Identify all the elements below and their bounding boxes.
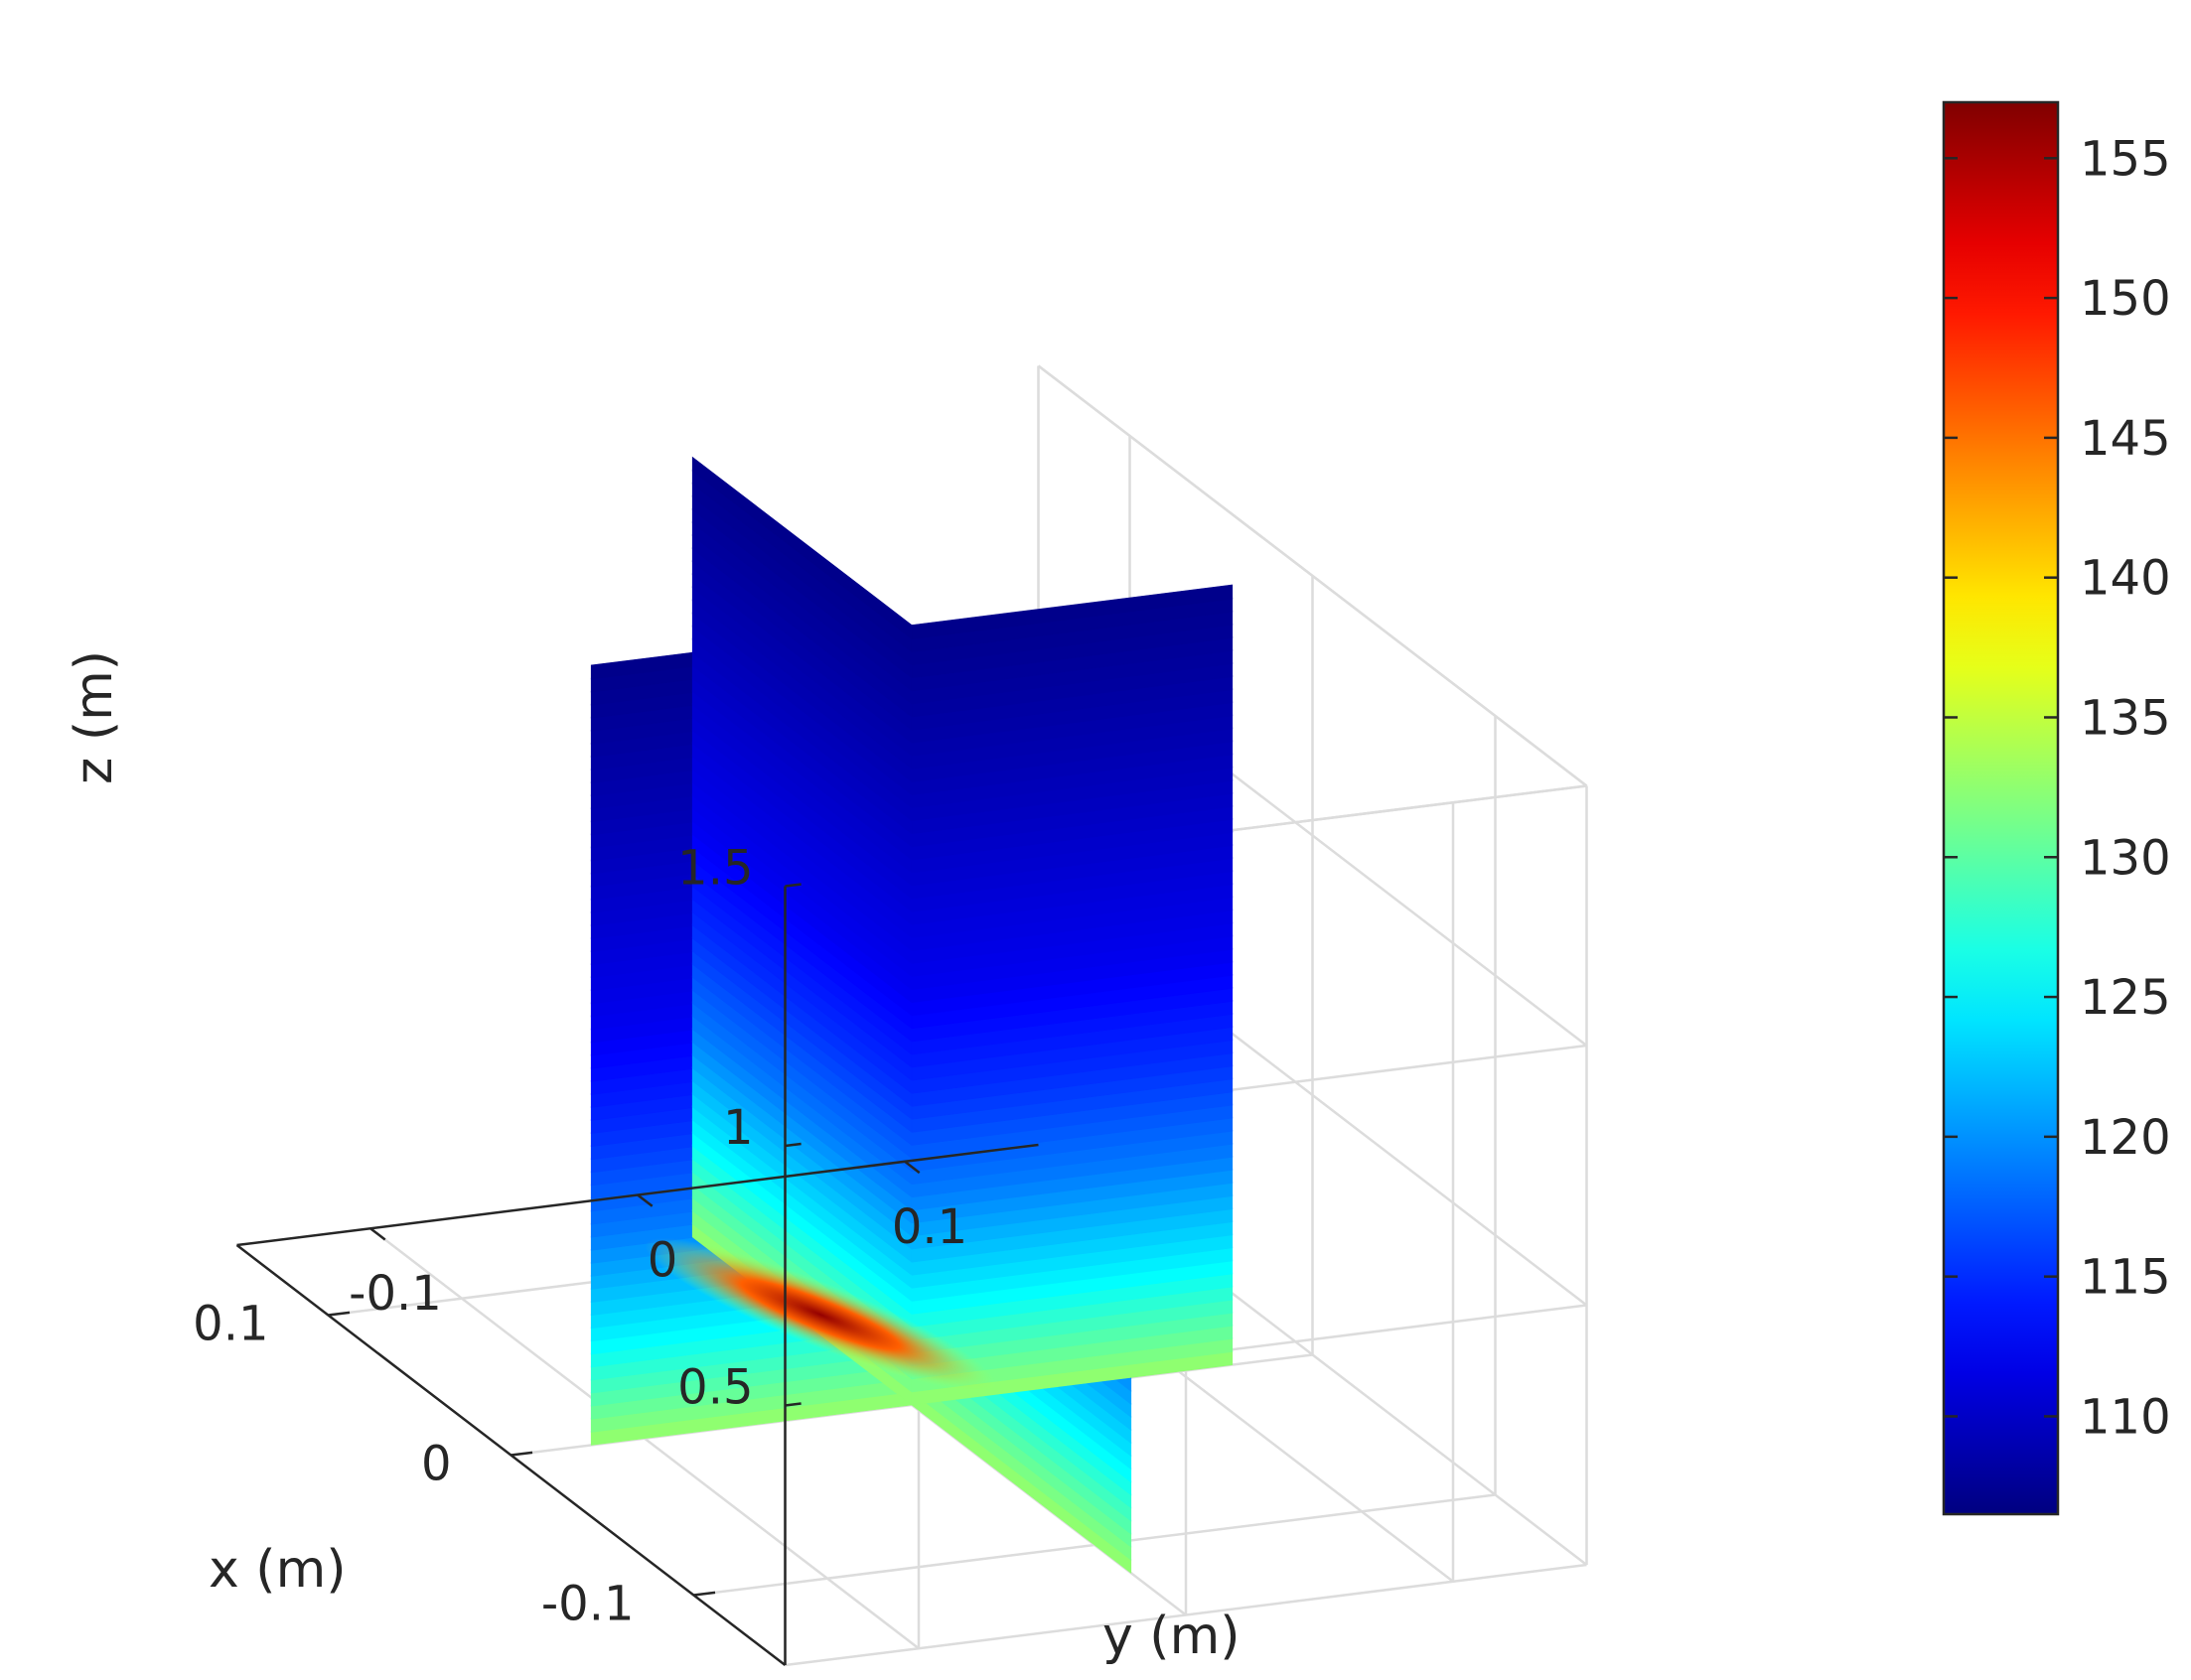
slice-x0-front-half (911, 584, 1234, 1406)
y-tick-label: 0.1 (892, 1199, 967, 1255)
x-tick-label: 0 (421, 1437, 452, 1492)
y-tick (369, 1227, 386, 1241)
colorbar-tick-label: 115 (2080, 1250, 2171, 1306)
y-tick (904, 1160, 921, 1175)
z-tick (785, 883, 802, 888)
x-tick (328, 1311, 351, 1317)
colorbar-tick-label: 155 (2080, 131, 2171, 187)
y-tick (637, 1193, 654, 1207)
y-tick-label: 0 (648, 1233, 678, 1289)
colorbar-tick-label: 135 (2080, 690, 2171, 746)
z-tick-label: 1 (723, 1100, 754, 1156)
slice-y0-front-half (691, 456, 913, 1406)
grid-line-z-right (1037, 364, 1588, 787)
z-tick-label: 1.5 (677, 841, 753, 897)
colorbar-gradient (1942, 100, 2060, 1516)
axes-lines (235, 883, 1039, 1667)
colorbar: 110 115 120 125 130 135 140 145 150 155 (1942, 100, 2171, 1516)
z-axis-label: z (m) (65, 650, 124, 784)
slice-planes (590, 456, 1234, 1574)
z-tick (785, 1402, 802, 1407)
y-tick-label: -0.1 (349, 1266, 442, 1322)
x-tick (511, 1451, 533, 1457)
colorbar-tick-label: 130 (2080, 830, 2171, 886)
colorbar-tick-label: 125 (2080, 970, 2171, 1026)
tick-labels: -0.1 0 0.1 -0.1 0 0.1 0.5 1 1.5 (193, 841, 967, 1632)
colorbar-tick-label: 110 (2080, 1389, 2171, 1445)
z-tick (785, 1142, 802, 1148)
colorbar-tick-label: 150 (2080, 271, 2171, 327)
colorbar-tick-label: 140 (2080, 551, 2171, 607)
y-axis-label: y (m) (1102, 1607, 1241, 1666)
colorbar-tick-label: 145 (2080, 411, 2171, 467)
slice-band (911, 584, 1234, 639)
z-tick-label: 0.5 (677, 1360, 753, 1416)
x-tick-label: 0.1 (193, 1297, 268, 1352)
source-hotspot (645, 1237, 996, 1392)
x-tick (693, 1591, 716, 1597)
colorbar-tick-label: 120 (2080, 1110, 2171, 1166)
x-tick-label: -0.1 (541, 1577, 635, 1632)
x-axis-label: x (m) (209, 1540, 347, 1600)
